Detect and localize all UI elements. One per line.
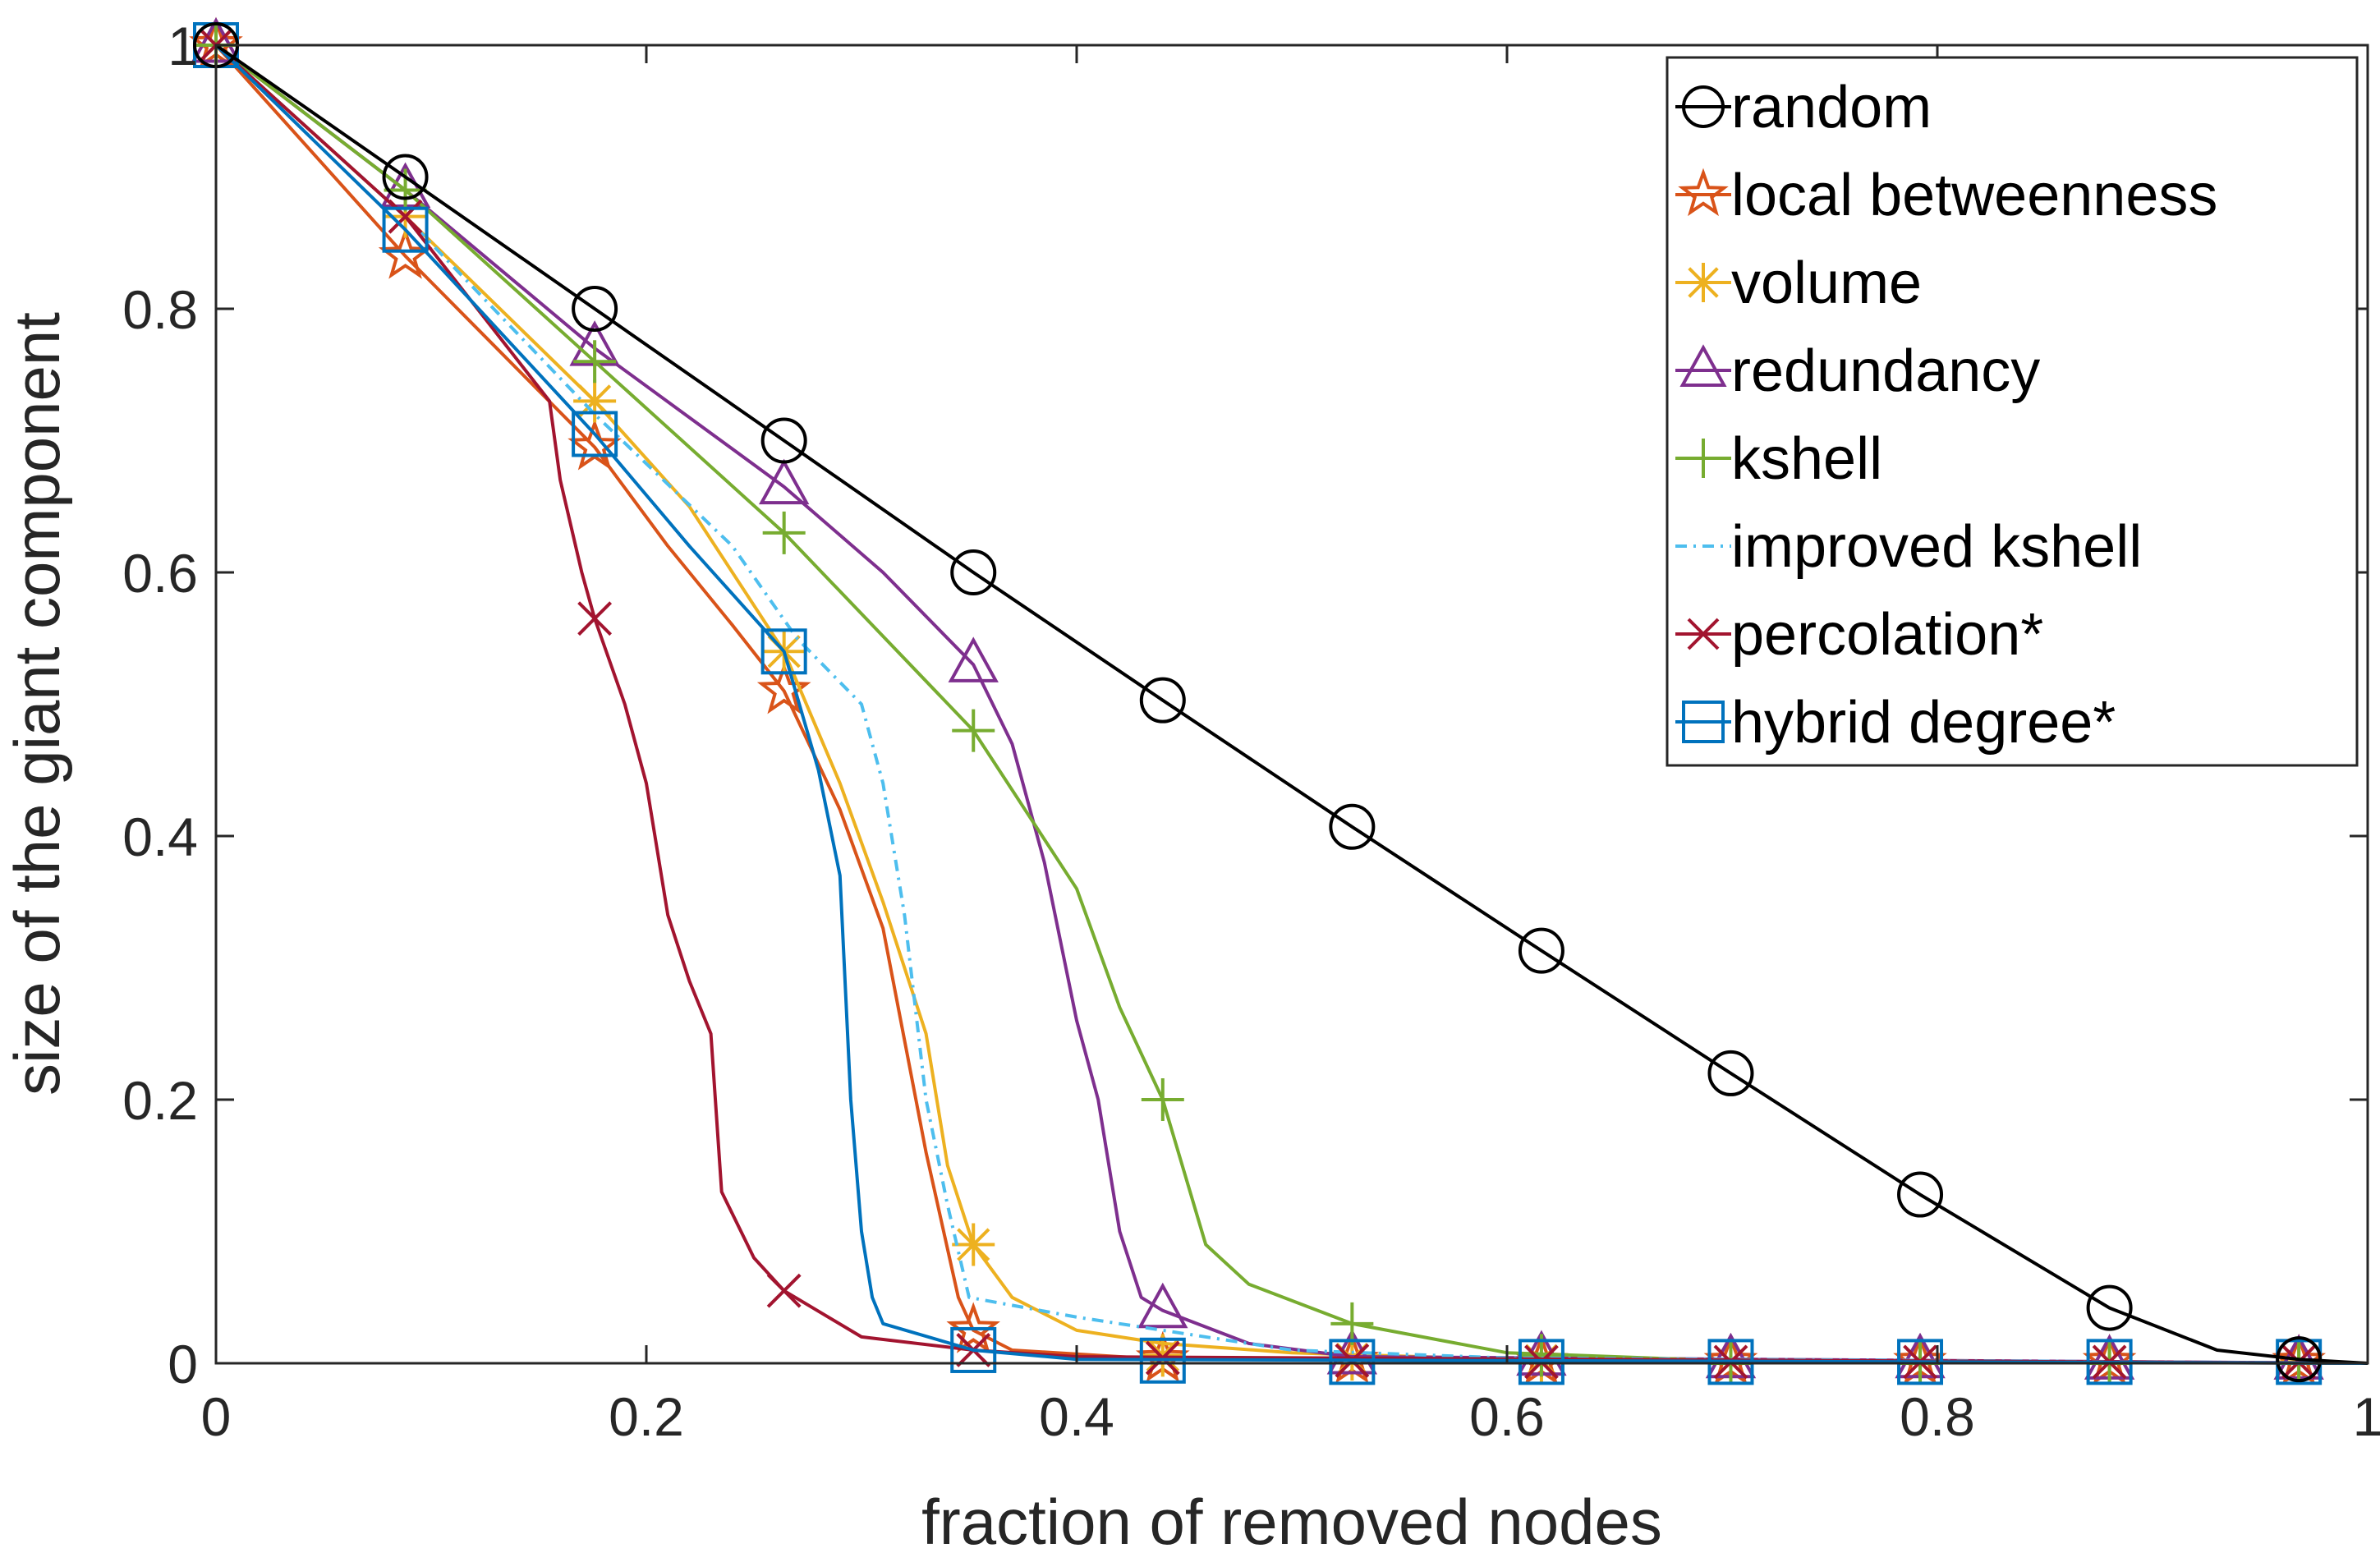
legend: random local betweenness volume redundancy k… (1666, 56, 2359, 767)
x-axis-ticks: 0 0.2 0.4 0.6 0.8 1 (201, 45, 2380, 1447)
x-axis-label: fraction of removed nodes (921, 1486, 1662, 1558)
y-tick-label: 0.6 (122, 543, 198, 604)
legend-label-kshell: kshell (1731, 426, 1882, 492)
legend-label-percolation: percolation* (1731, 602, 2043, 668)
x-tick-label: 0.4 (1039, 1386, 1114, 1447)
marker-hybrid-degree (760, 628, 807, 675)
marker-volume (1141, 1334, 1184, 1377)
marker-kshell (1141, 1078, 1184, 1121)
marker-percolation (577, 601, 613, 636)
marker-percolation (766, 1273, 802, 1308)
series-layer (189, 16, 2369, 1385)
series-line-kshell (214, 44, 2369, 1365)
legend-item-percolation: percolation* (1675, 602, 2043, 668)
series-improved-kshell (214, 44, 2369, 1365)
marker-random (950, 549, 997, 595)
legend-marker-volume (1684, 263, 1723, 302)
marker-hybrid-degree (1329, 1339, 1376, 1385)
series-kshell (195, 24, 2369, 1385)
series-line-improved-kshell (214, 44, 2369, 1365)
marker-redundancy (948, 636, 999, 682)
marker-random (382, 154, 429, 200)
legend-marker-redundancy (1679, 344, 1727, 387)
legend-label-volume: volume (1731, 250, 1922, 316)
legend-marker-random (1682, 85, 1725, 128)
legend-box (1666, 56, 2359, 767)
marker-hybrid-degree (1897, 1339, 1944, 1385)
marker-percolation (388, 199, 423, 234)
series-line-redundancy (214, 44, 2369, 1365)
series-line-random (214, 44, 2369, 1365)
marker-hybrid-degree (1518, 1339, 1564, 1385)
marker-kshell (762, 511, 806, 554)
marker-hybrid-degree (1139, 1337, 1186, 1384)
y-tick-label: 1 (168, 16, 198, 76)
y-tick-label: 0.2 (122, 1070, 198, 1131)
legend-label-random: random (1731, 75, 1932, 140)
marker-random (1707, 1050, 1754, 1096)
marker-redundancy (758, 458, 810, 505)
marker-hybrid-degree (950, 1326, 997, 1373)
legend-item-hybrid-degree: hybrid degree* (1675, 690, 2116, 756)
y-axis-ticks: 0 0.2 0.4 0.6 0.8 1 (122, 16, 2368, 1394)
x-tick-label: 1 (2353, 1386, 2380, 1447)
legend-item-random: random (1675, 75, 1932, 140)
x-tick-label: 0.2 (609, 1386, 684, 1447)
marker-random (572, 286, 618, 332)
marker-random (2086, 1284, 2133, 1331)
series-line-hybrid-degree (214, 44, 2369, 1365)
legend-label-local-betweenness: local betweenness (1731, 163, 2217, 228)
legend-item-local-betweenness: local betweenness (1675, 163, 2217, 228)
y-axis-label: size of the giant component (1, 312, 73, 1096)
y-tick-label: 0.4 (122, 806, 198, 867)
marker-redundancy (1137, 1282, 1188, 1329)
legend-item-redundancy: redundancy (1675, 338, 2040, 404)
marker-hybrid-degree (572, 411, 618, 457)
marker-kshell (1330, 1302, 1374, 1345)
x-tick-label: 0 (201, 1386, 232, 1447)
marker-random (1518, 927, 1564, 974)
legend-marker-kshell (1684, 439, 1723, 478)
legend-item-improved-kshell: improved kshell (1675, 514, 2142, 580)
legend-item-volume: volume (1675, 250, 1922, 316)
marker-local-betweenness (756, 662, 811, 714)
y-tick-label: 0.8 (122, 279, 198, 340)
marker-hybrid-degree (382, 206, 429, 253)
marker-random (1139, 677, 1186, 724)
legend-item-kshell: kshell (1675, 426, 1882, 492)
marker-volume (952, 1223, 995, 1266)
x-tick-label: 0.8 (1900, 1386, 1975, 1447)
marker-hybrid-degree (1707, 1339, 1754, 1385)
marker-random (760, 417, 807, 464)
marker-hybrid-degree (2086, 1339, 2133, 1385)
series-line-percolation (214, 44, 2369, 1365)
legend-label-redundancy: redundancy (1731, 338, 2040, 404)
marker-kshell (573, 340, 617, 384)
marker-local-betweenness (946, 1302, 1000, 1353)
legend-marker-local-betweenness (1678, 168, 1729, 217)
x-tick-label: 0.6 (1469, 1386, 1545, 1447)
legend-label-hybrid-degree: hybrid degree* (1731, 690, 2116, 756)
series-random (193, 22, 2369, 1383)
legend-marker-percolation (1687, 618, 1720, 650)
series-line-volume (214, 44, 2369, 1365)
marker-kshell (952, 709, 995, 752)
legend-label-improved-kshell: improved kshell (1731, 514, 2142, 580)
marker-volume (573, 379, 617, 423)
legend-marker-hybrid-degree (1682, 701, 1725, 743)
marker-random (1897, 1171, 1944, 1218)
marker-random (2276, 1336, 2323, 1383)
axes-box (214, 44, 2369, 1365)
marker-random (1329, 803, 1376, 850)
y-tick-label: 0 (168, 1334, 198, 1394)
